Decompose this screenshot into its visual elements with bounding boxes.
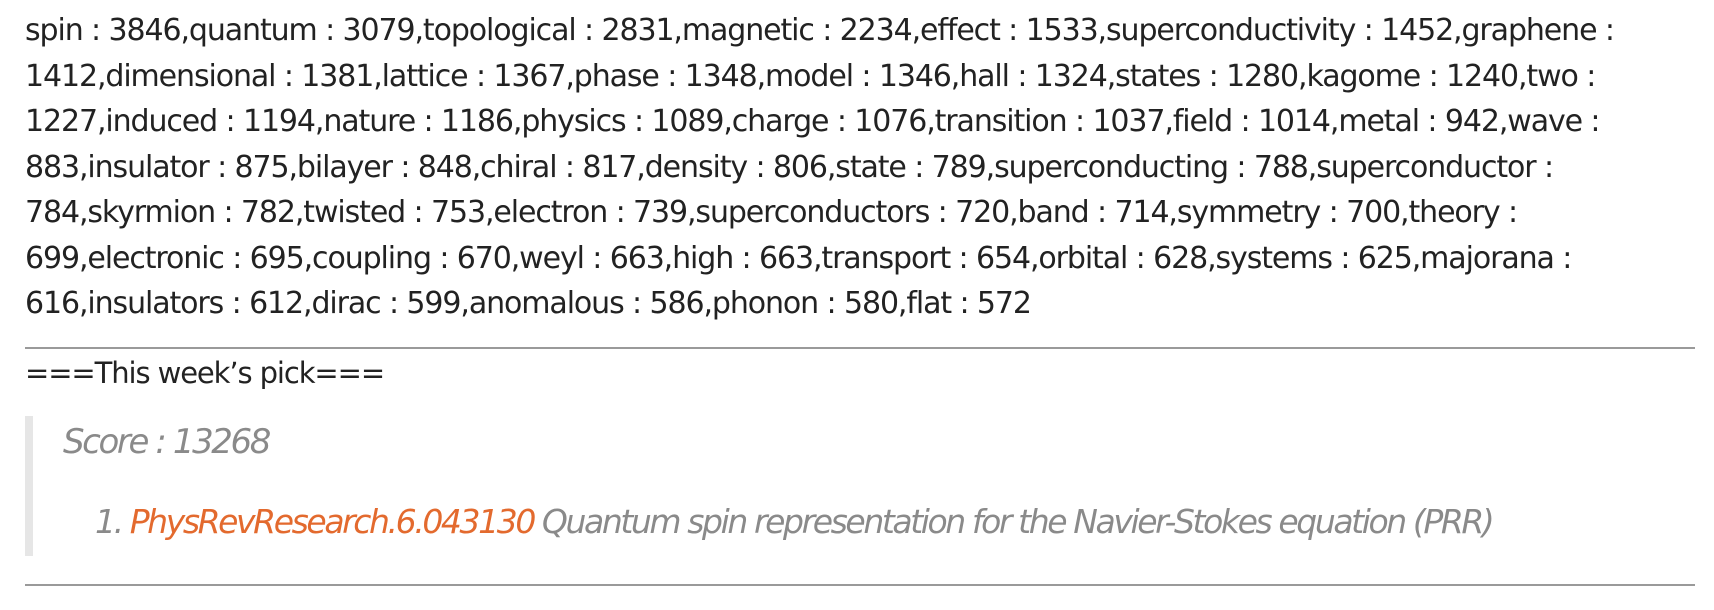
keyword-frequency-list: spin : 3846,quantum : 3079,topological :…	[25, 13, 1615, 321]
pick-score: Score : 13268	[63, 421, 271, 462]
divider-top	[25, 346, 1695, 349]
pick-item-number: 1.	[95, 501, 124, 541]
weekly-pick-blockquote: Score : 13268 1. PhysRevResearch.6.043130…	[25, 415, 1693, 556]
divider-bottom	[25, 583, 1695, 586]
pick-list-item: 1. PhysRevResearch.6.043130 Quantum spin r…	[95, 502, 1693, 542]
pick-list: 1. PhysRevResearch.6.043130 Quantum spin r…	[63, 502, 1693, 542]
paper-title: Quantum spin representation for the Navi…	[541, 501, 1495, 541]
paper-link[interactable]: PhysRevResearch.6.043130	[129, 501, 537, 541]
weekly-pick-heading: ===This week’s pick===	[25, 355, 385, 390]
page-content: spin : 3846,quantum : 3079,topological :…	[25, 0, 1714, 586]
